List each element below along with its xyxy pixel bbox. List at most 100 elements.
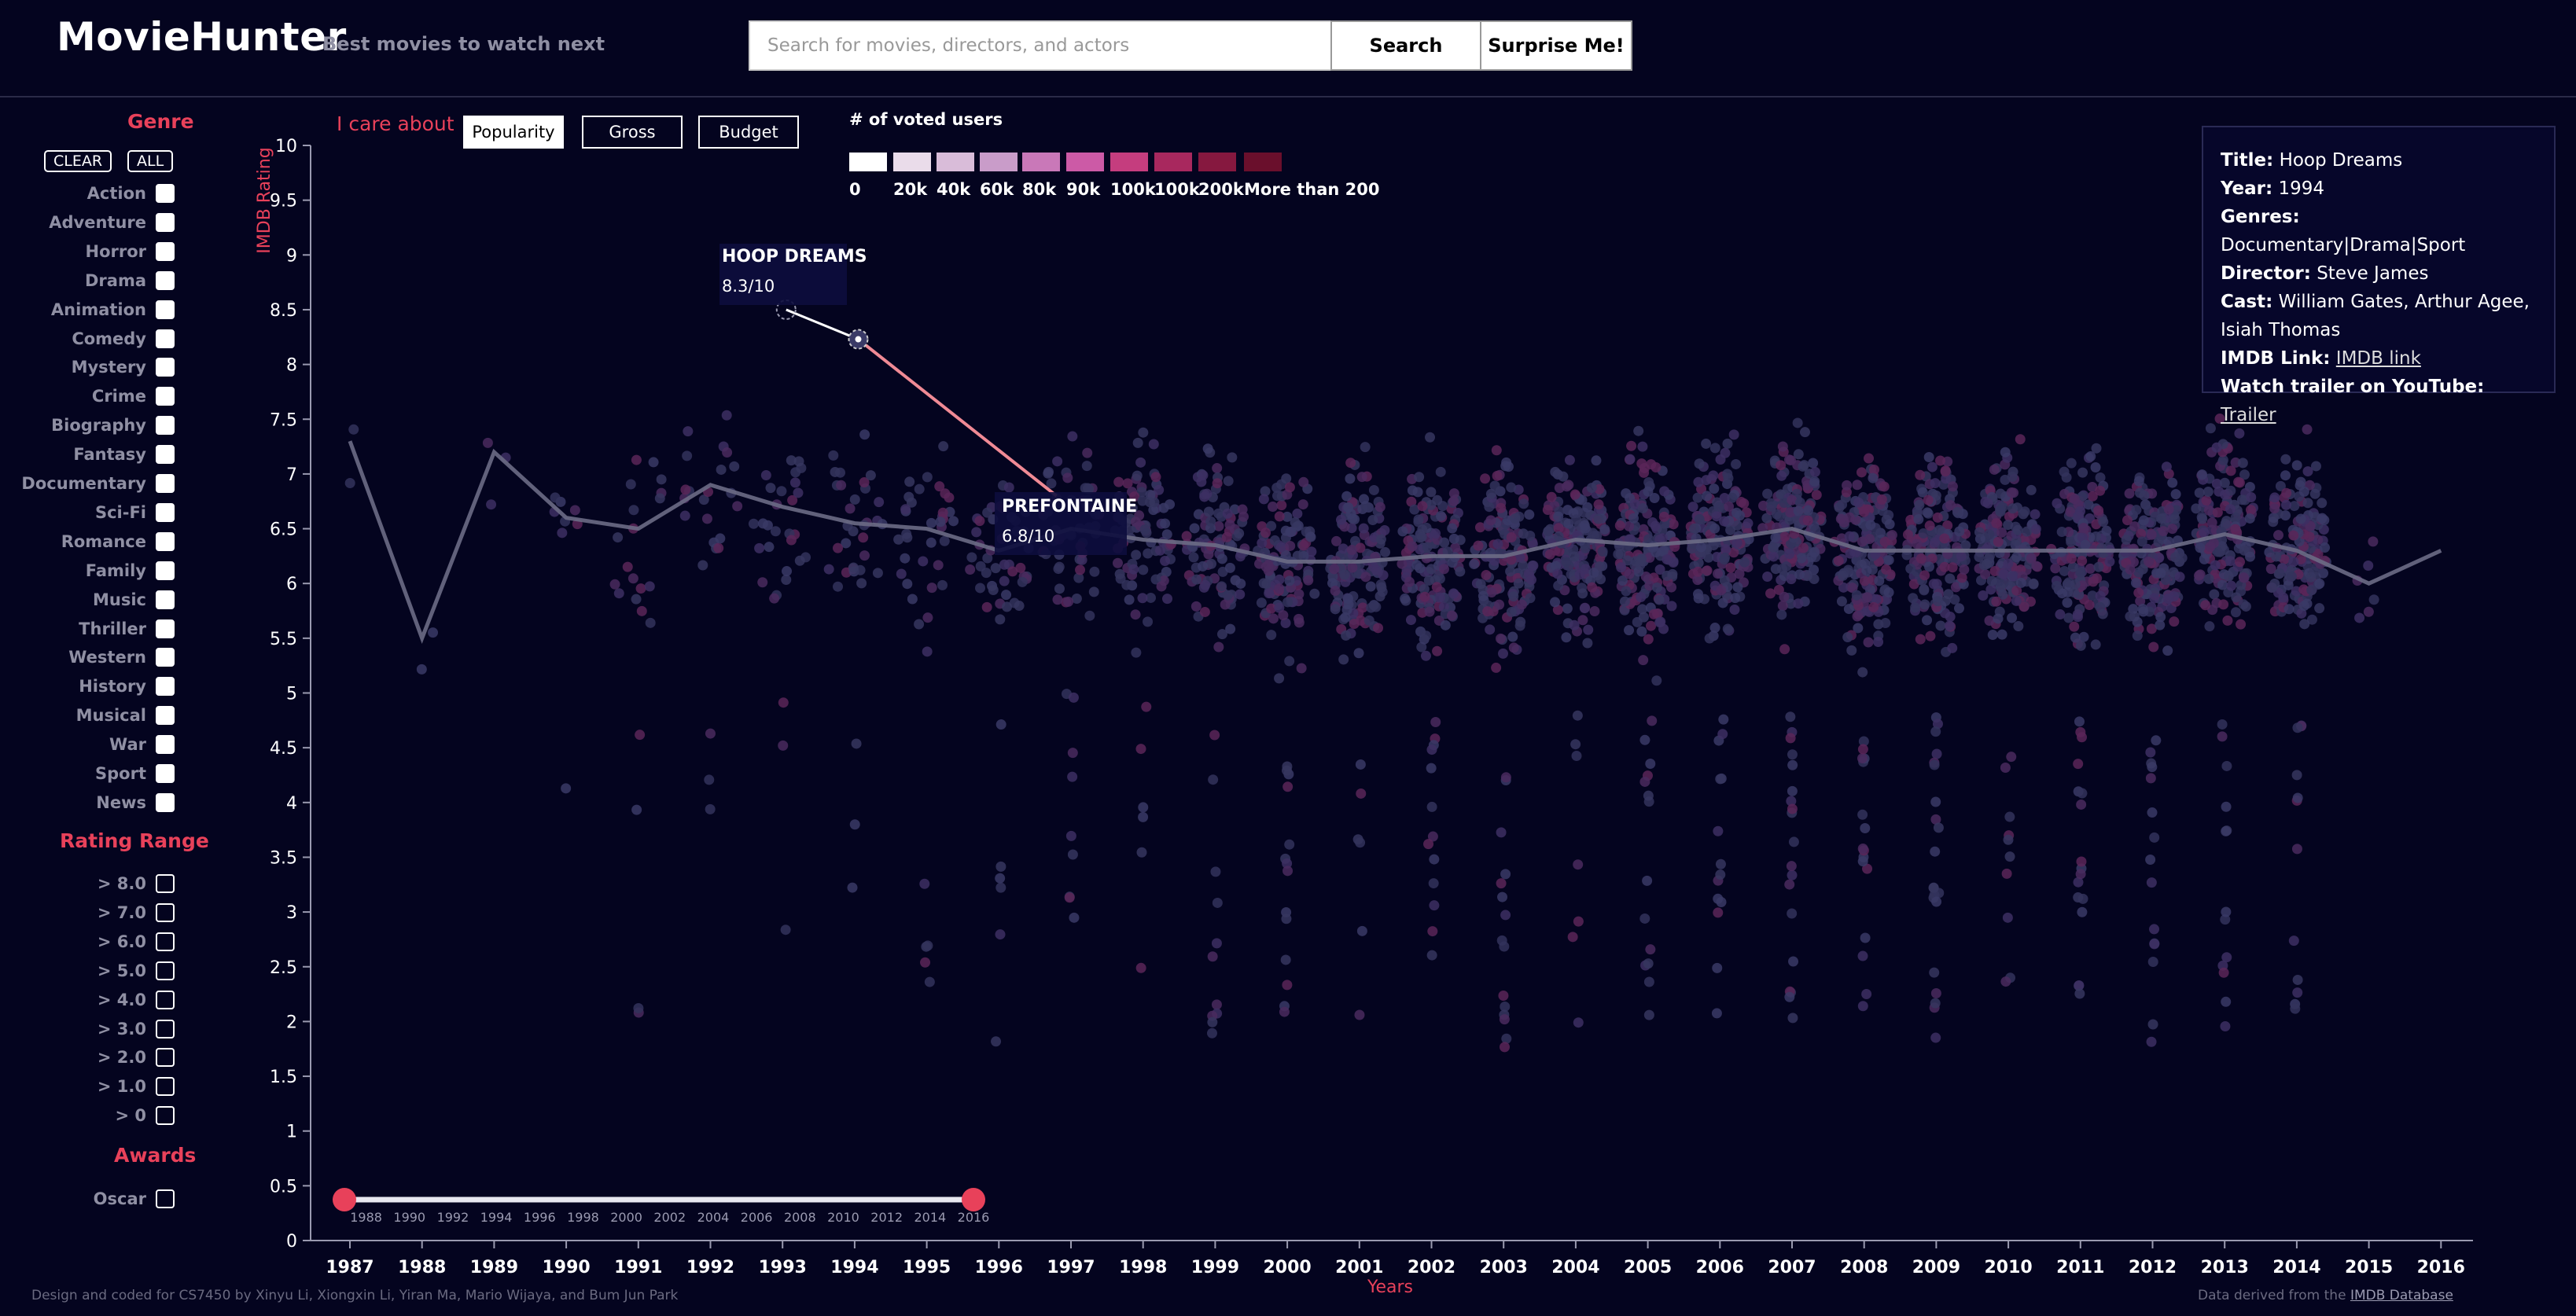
movie-dot[interactable] — [1960, 540, 1971, 551]
movie-dot[interactable] — [1345, 473, 1356, 484]
movie-dot[interactable] — [789, 477, 800, 488]
movie-dot[interactable] — [1379, 524, 1390, 535]
movie-dot[interactable] — [1571, 514, 1582, 525]
movie-dot[interactable] — [1643, 958, 1654, 969]
movie-dot[interactable] — [1156, 581, 1167, 592]
movie-dot[interactable] — [2066, 553, 2077, 564]
movie-dot[interactable] — [2135, 596, 2146, 607]
movie-dot[interactable] — [1235, 551, 1246, 562]
movie-dot[interactable] — [858, 532, 869, 543]
movie-dot[interactable] — [1497, 648, 1508, 659]
movie-dot[interactable] — [1713, 825, 1724, 836]
movie-dot[interactable] — [1128, 564, 1139, 575]
movie-dot[interactable] — [1425, 432, 1436, 443]
movie-dot[interactable] — [1787, 785, 1798, 796]
movie-dot[interactable] — [2236, 494, 2247, 505]
movie-dot[interactable] — [793, 456, 804, 467]
movie-dot[interactable] — [1947, 481, 1958, 492]
movie-dot[interactable] — [2217, 731, 2228, 742]
movie-dot[interactable] — [1654, 594, 1665, 605]
movie-dot[interactable] — [1073, 572, 1084, 583]
movie-dot[interactable] — [2206, 517, 2217, 528]
filter-checkbox[interactable] — [156, 445, 175, 465]
movie-dot[interactable] — [1064, 892, 1075, 903]
movie-dot[interactable] — [2221, 801, 2232, 812]
movie-dot[interactable] — [1728, 547, 1739, 558]
filter-checkbox[interactable] — [156, 990, 175, 1009]
movie-dot[interactable] — [1146, 592, 1157, 603]
movie-dot[interactable] — [902, 579, 913, 590]
movie-dot[interactable] — [1282, 858, 1293, 869]
movie-dot[interactable] — [1216, 581, 1227, 592]
movie-dot[interactable] — [1874, 575, 1885, 586]
movie-dot[interactable] — [1731, 538, 1742, 549]
movie-dot[interactable] — [1931, 748, 1942, 759]
movie-dot[interactable] — [1282, 980, 1293, 991]
movie-dot[interactable] — [1563, 518, 1574, 529]
filter-checkbox[interactable] — [156, 300, 175, 319]
movie-dot[interactable] — [1478, 590, 1489, 601]
movie-dot[interactable] — [1274, 673, 1285, 684]
movie-dot[interactable] — [1367, 514, 1378, 525]
movie-dot[interactable] — [1929, 967, 1940, 978]
movie-dot[interactable] — [2163, 536, 2174, 547]
movie-dot[interactable] — [1593, 513, 1604, 524]
movie-dot[interactable] — [1338, 654, 1349, 665]
movie-dot[interactable] — [1779, 498, 1790, 509]
movie-dot[interactable] — [1632, 616, 1643, 627]
movie-dot[interactable] — [1542, 505, 1553, 516]
movie-dot[interactable] — [1771, 509, 1782, 520]
movie-dot[interactable] — [2354, 612, 2365, 623]
movie-dot[interactable] — [1776, 489, 1787, 500]
movie-dot[interactable] — [1734, 568, 1745, 579]
movie-dot[interactable] — [1719, 516, 1730, 527]
movie-dot[interactable] — [1546, 491, 1557, 502]
movie-dot[interactable] — [1553, 511, 1564, 522]
movie-dot[interactable] — [1919, 599, 1930, 610]
movie-dot[interactable] — [713, 542, 724, 553]
filter-oscar[interactable]: Oscar — [0, 1187, 175, 1211]
movie-dot[interactable] — [2203, 505, 2214, 516]
movie-dot[interactable] — [1625, 454, 1636, 465]
movie-dot[interactable] — [1282, 781, 1294, 792]
movie-dot[interactable] — [1554, 483, 1565, 494]
movie-dot[interactable] — [764, 542, 775, 553]
movie-dot[interactable] — [2314, 578, 2325, 589]
movie-dot[interactable] — [1376, 582, 1387, 593]
movie-dot[interactable] — [2155, 612, 2166, 623]
movie-dot[interactable] — [1922, 507, 1933, 518]
movie-dot[interactable] — [1715, 869, 1726, 880]
movie-dot[interactable] — [1161, 529, 1172, 540]
filter-3-0[interactable]: > 3.0 — [0, 1017, 175, 1041]
movie-dot[interactable] — [2212, 507, 2223, 518]
movie-dot[interactable] — [1435, 510, 1446, 521]
movie-dot[interactable] — [2069, 621, 2080, 632]
movie-dot[interactable] — [2220, 519, 2231, 530]
movie-dot[interactable] — [2145, 747, 2156, 758]
movie-dot[interactable] — [1281, 913, 1292, 925]
movie-dot[interactable] — [924, 976, 935, 987]
filter-5-0[interactable]: > 5.0 — [0, 959, 175, 983]
movie-dot[interactable] — [1639, 776, 1650, 787]
movie-dot[interactable] — [859, 477, 870, 488]
movie-dot[interactable] — [786, 455, 797, 466]
movie-dot[interactable] — [1375, 534, 1386, 545]
filter-adventure[interactable]: Adventure — [0, 211, 175, 234]
movie-dot[interactable] — [1923, 452, 1934, 463]
movie-dot[interactable] — [1513, 578, 1524, 589]
movie-dot[interactable] — [1069, 912, 1080, 923]
movie-dot[interactable] — [1014, 601, 1025, 612]
movie-dot[interactable] — [1725, 562, 1736, 573]
filter-checkbox[interactable] — [156, 1189, 175, 1208]
movie-dot[interactable] — [1424, 606, 1435, 617]
movie-dot[interactable] — [1574, 569, 1585, 580]
movie-dot[interactable] — [2134, 487, 2145, 498]
movie-dot[interactable] — [1784, 549, 1795, 560]
movie-dot[interactable] — [1003, 482, 1014, 493]
movie-dot[interactable] — [1879, 481, 1890, 492]
movie-dot[interactable] — [1624, 520, 1635, 531]
movie-dot[interactable] — [729, 461, 740, 472]
movie-dot[interactable] — [1947, 642, 1958, 653]
movie-dot[interactable] — [1135, 962, 1146, 973]
movie-dot[interactable] — [1496, 502, 1507, 513]
